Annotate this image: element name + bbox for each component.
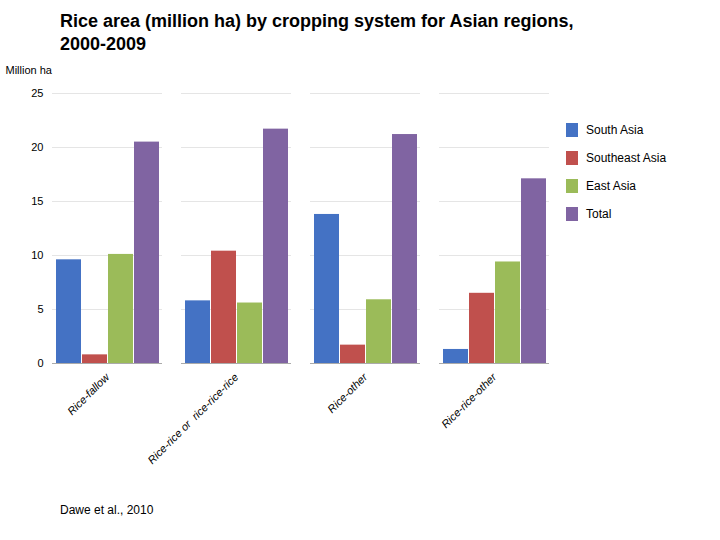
svg-text:25: 25 bbox=[31, 87, 43, 99]
svg-text:10: 10 bbox=[31, 249, 43, 261]
html-text:East Asia: East Asia bbox=[586, 178, 636, 193]
svg-text:Rice-rice or rice-rice-rice: Rice-rice or rice-rice-rice bbox=[145, 371, 240, 466]
svg-text:15: 15 bbox=[31, 195, 43, 207]
svg-text:20: 20 bbox=[31, 141, 43, 153]
svg-text:Rice-fallow: Rice-fallow bbox=[65, 370, 112, 417]
svg-text:Rice-other: Rice-other bbox=[325, 370, 370, 415]
html-text:South Asia: South Asia bbox=[586, 122, 644, 137]
html-text:Southeast Asia: Southeast Asia bbox=[586, 150, 667, 165]
svg-text:0: 0 bbox=[37, 357, 43, 369]
svg-text:5: 5 bbox=[37, 303, 43, 315]
html-text:Rice area (million ha) by crop: Rice area (million ha) by cropping syste… bbox=[60, 11, 574, 55]
svg-text:Million ha: Million ha bbox=[6, 64, 53, 76]
html-text:Total: Total bbox=[586, 206, 612, 221]
svg-text:Rice-rice-other: Rice-rice-other bbox=[439, 370, 499, 430]
html-text:Dawe et al., 2010: Dawe et al., 2010 bbox=[60, 502, 154, 517]
